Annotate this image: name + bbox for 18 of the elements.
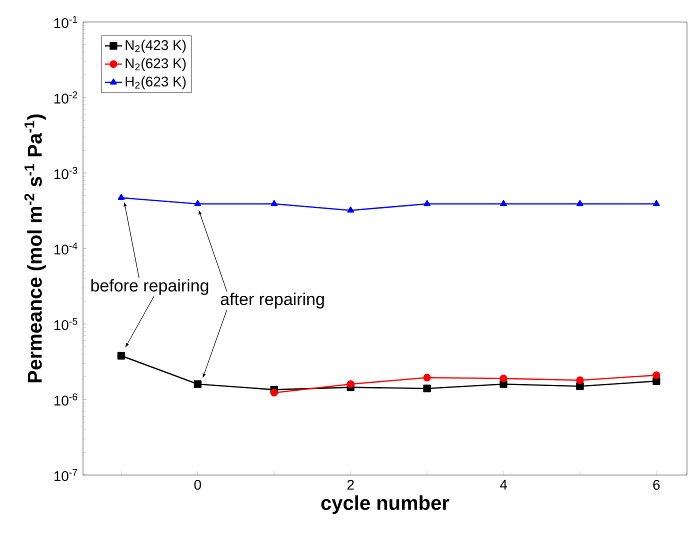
x-axis-title: cycle number <box>321 495 450 514</box>
annotation: before repairing <box>91 279 208 295</box>
y-tick-label: 10$^{-5}$ <box>54 318 78 330</box>
x-tick-label: 4 <box>500 480 507 490</box>
y-tick-label: 10$^{-3}$ <box>54 166 78 180</box>
x-tick-label: 2 <box>347 480 354 490</box>
y-tick-label: 10$^{-4}$ <box>54 242 78 255</box>
y-axis-title: Permeance (mol m$^{-2}$ s$^{-1}$ Pa$^{-1}$) <box>24 114 46 382</box>
y-tick-label: 10$^{-7}$ <box>54 468 78 482</box>
legend-label: H$_{2}$(623 K) <box>126 76 186 90</box>
y-tick-label: 10$^{-6}$ <box>54 393 78 406</box>
y-tick-label: 10$^{-2}$ <box>54 91 78 104</box>
y-tick-label: 10$^{-1}$ <box>54 16 78 28</box>
x-tick-label: 0 <box>194 480 202 490</box>
annotation: after repairing <box>220 292 324 309</box>
x-tick-label: 6 <box>653 480 660 490</box>
legend-label: N$_{2}$(623 K) <box>126 58 186 72</box>
legend-label: N$_{2}$(423 K) <box>126 40 186 53</box>
